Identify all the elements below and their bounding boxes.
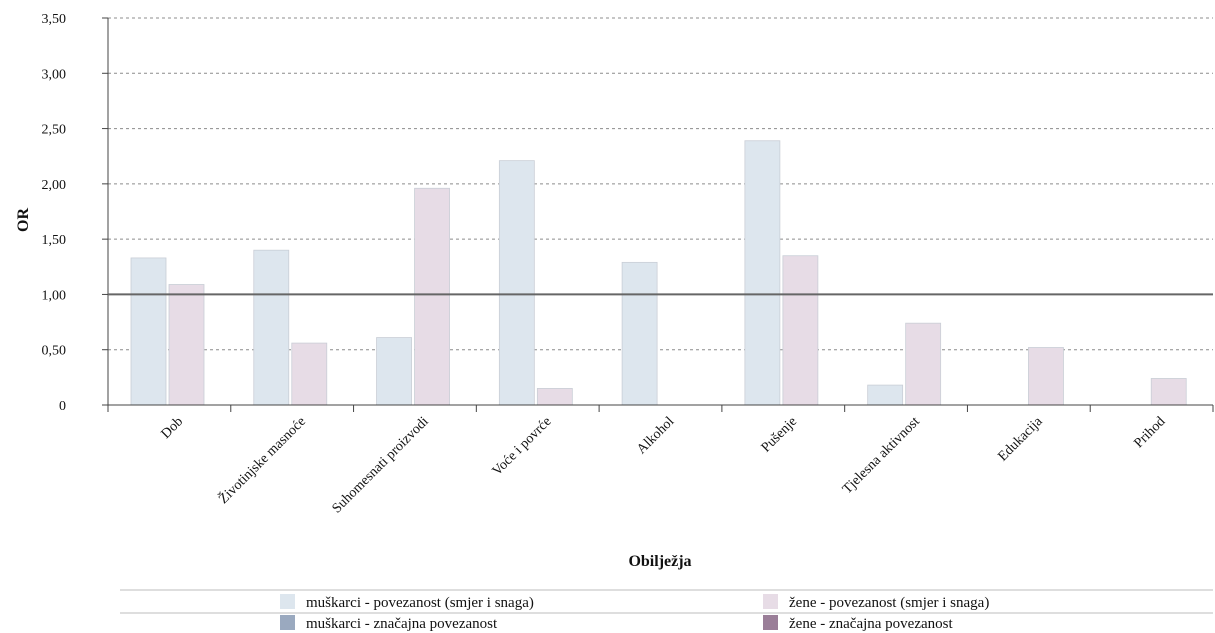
bar [168,284,205,406]
bar [1150,378,1187,406]
y-tick-label: 3,50 [42,12,67,27]
y-axis-title: OR [15,208,32,232]
x-tick-labels: Dob Životinjske masnoće Suhomesnati proizv… [159,413,1169,517]
bar [130,257,167,406]
x-tick-label: Životinjske masnoće [215,413,309,507]
x-tick-label: Voće i povrće [490,414,555,479]
bar [291,342,328,406]
x-tick-label: Pušenje [759,414,800,455]
bar [414,187,450,406]
bar [621,261,658,406]
bar [1028,347,1064,406]
bar [782,255,819,406]
legend-swatch [763,594,778,609]
bar [867,384,904,406]
y-tick-label: 0 [59,399,66,414]
x-tick-label: Edukacija [995,414,1046,465]
legend-label: muškarci - povezanost (smjer i snaga) [306,595,534,611]
bar [253,249,290,406]
axes [102,17,1214,412]
legend: muškarci - povezanost (smjer i snaga) žen… [120,589,1213,632]
legend-label: žene - značajna povezanost [789,616,953,632]
x-tick-label: Tjelesna aktivnost [840,414,923,497]
bar [744,140,781,406]
y-tick-labels: 0 0,50 1,00 1,50 2,00 2,50 3,00 3,50 [42,12,67,414]
bar [536,388,573,406]
x-axis-title: Obilježja [628,553,691,570]
y-tick-label: 0,50 [42,344,67,359]
bar [498,160,535,406]
y-tick-label: 2,50 [42,123,67,138]
legend-swatch [280,594,295,609]
y-tick-label: 1,00 [42,288,67,303]
bar [376,337,412,406]
x-tick-label: Prihod [1131,414,1168,451]
legend-label: muškarci - značajna povezanost [306,616,498,632]
y-tick-label: 2,00 [42,178,67,193]
x-tick-label: Dob [159,414,187,442]
bars [130,140,1187,406]
legend-swatch [280,615,295,630]
legend-label: žene - povezanost (smjer i snaga) [789,595,989,611]
y-tick-label: 3,00 [42,67,67,82]
y-tick-label: 1,50 [42,233,67,248]
bar [905,322,942,406]
x-tick-label: Suhomesnati proizvodi [330,414,432,516]
x-tick-label: Alkohol [634,414,677,457]
legend-swatch [763,615,778,630]
